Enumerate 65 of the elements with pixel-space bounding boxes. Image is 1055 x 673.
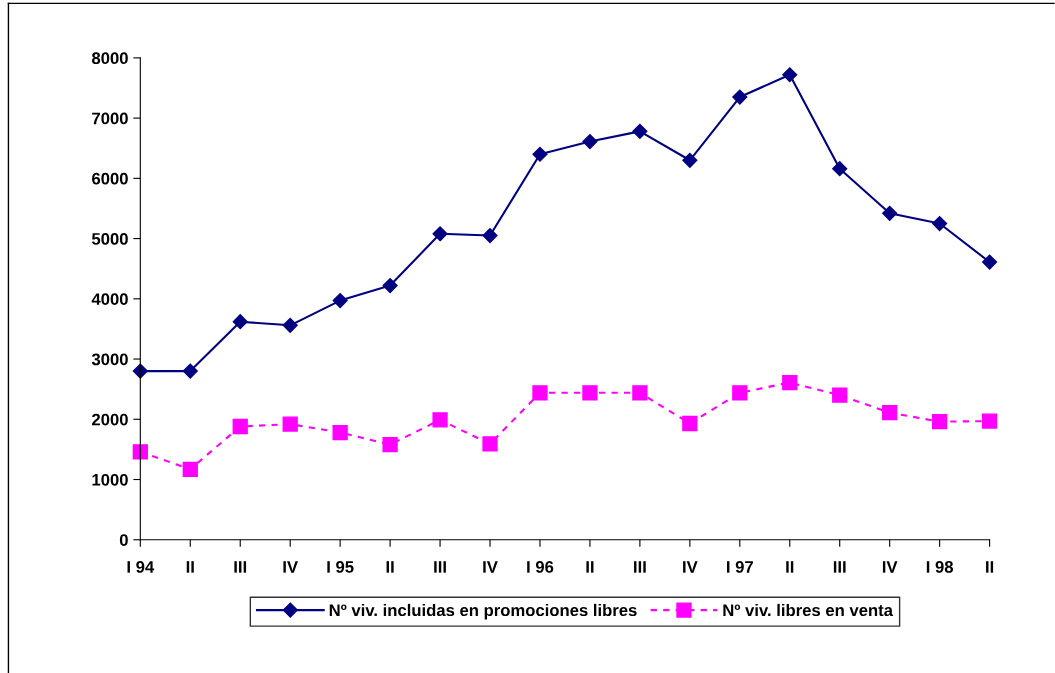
y-tick-label: 7000: [92, 112, 128, 125]
x-tick-label: II: [586, 561, 594, 573]
point: [632, 123, 648, 139]
point: [632, 385, 648, 401]
x-tick-label: I 94: [127, 561, 155, 573]
point: [432, 412, 448, 428]
point: [482, 436, 498, 452]
point: [232, 314, 248, 330]
point: [682, 415, 698, 432]
legend-label: Nº viv. libres en venta: [723, 603, 894, 617]
x-tick-label: IV: [882, 561, 898, 573]
point: [282, 317, 298, 333]
point: [482, 227, 498, 244]
y-tick-label: 3000: [91, 353, 128, 366]
x-tick-label: I 97: [727, 561, 753, 573]
point: [931, 414, 948, 430]
point: [332, 293, 348, 309]
y-tick-label: 4000: [91, 293, 128, 306]
x-tick-label: I 96: [527, 561, 554, 573]
point: [132, 363, 148, 379]
x-tick-label: III: [833, 561, 846, 573]
point: [432, 226, 448, 242]
point: [981, 413, 998, 429]
point: [132, 444, 148, 460]
point: [782, 374, 798, 391]
point: [682, 152, 698, 168]
y-tick-label: 5000: [91, 232, 128, 245]
point: [282, 416, 298, 432]
y-tick-label: 6000: [92, 172, 128, 185]
point: [582, 385, 598, 401]
point: [732, 89, 748, 105]
y-tick-label: 8000: [91, 52, 128, 65]
y-tick-label: 2000: [92, 413, 128, 426]
x-tick-label: II: [986, 561, 994, 573]
point: [232, 418, 248, 435]
point: [532, 385, 548, 401]
point: [832, 161, 848, 177]
point: [182, 461, 198, 477]
x-tick-label: IV: [683, 561, 698, 573]
x-tick-label: II: [186, 561, 194, 573]
point: [932, 215, 948, 232]
x-tick-label: II: [386, 561, 394, 573]
point: [182, 363, 198, 379]
point: [782, 67, 798, 83]
point: [982, 254, 998, 270]
point: [882, 205, 898, 221]
point: [382, 436, 398, 453]
x-tick-label: III: [234, 561, 247, 573]
point: [332, 424, 348, 441]
point: [582, 134, 598, 150]
x-tick-label: III: [634, 561, 646, 573]
point: [832, 387, 848, 403]
x-tick-label: III: [434, 561, 446, 573]
x-tick-label: II: [786, 561, 794, 573]
point: [382, 277, 398, 294]
x-tick-label: IV: [283, 561, 298, 573]
point: [532, 146, 548, 162]
y-tick-label: 0: [119, 534, 128, 546]
point: [882, 405, 898, 421]
x-tick-label: IV: [483, 561, 498, 573]
x-tick-label: I 95: [327, 561, 354, 573]
x-tick-label: I 98: [926, 561, 954, 573]
legend-label: Nº viv. incluidas en promociones libres: [329, 603, 637, 620]
y-tick-label: 1000: [92, 473, 128, 486]
point: [732, 385, 748, 401]
